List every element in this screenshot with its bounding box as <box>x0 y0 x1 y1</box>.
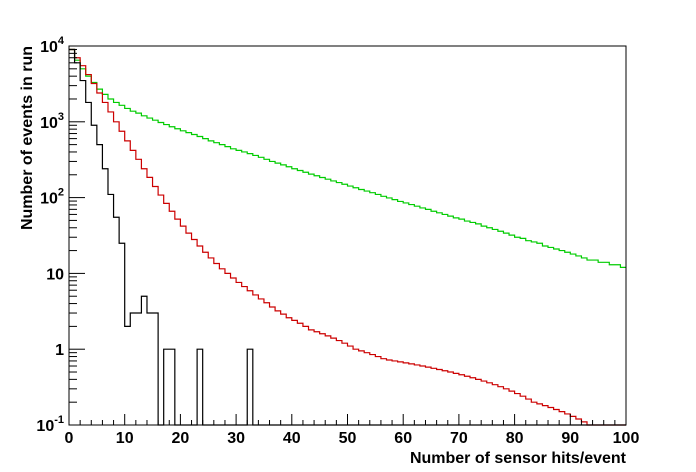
y-tick-label: 102 <box>40 187 64 208</box>
x-tick-label: 40 <box>283 430 301 447</box>
series-1-line <box>69 48 626 426</box>
ticks-layer <box>68 45 627 426</box>
x-tick-label: 10 <box>116 430 134 447</box>
series-0-line <box>69 48 626 268</box>
x-tick-labels: 0 10 20 30 40 50 60 70 80 90 100 <box>65 430 640 447</box>
x-tick-label: 0 <box>65 430 74 447</box>
y-tick-label: 10 <box>46 266 64 283</box>
x-tick-label: 50 <box>339 430 357 447</box>
x-tick-label: 20 <box>172 430 190 447</box>
y-tick-label: 103 <box>40 111 64 132</box>
y-axis-title: Number of events in run <box>19 46 36 230</box>
x-tick-label: 80 <box>506 430 524 447</box>
y-tick-label: 1 <box>55 342 64 359</box>
x-tick-label: 60 <box>394 430 412 447</box>
y-tick-labels: 10-1 1 10 102 103 104 <box>36 35 64 435</box>
x-tick-label: 90 <box>561 430 579 447</box>
x-tick-label: 30 <box>227 430 245 447</box>
y-tick-label: 10-1 <box>36 414 64 435</box>
y-tick-label: 104 <box>40 35 65 56</box>
x-tick-label: 70 <box>450 430 468 447</box>
x-tick-label: 100 <box>613 430 640 447</box>
x-axis-title: Number of sensor hits/event <box>410 450 627 467</box>
